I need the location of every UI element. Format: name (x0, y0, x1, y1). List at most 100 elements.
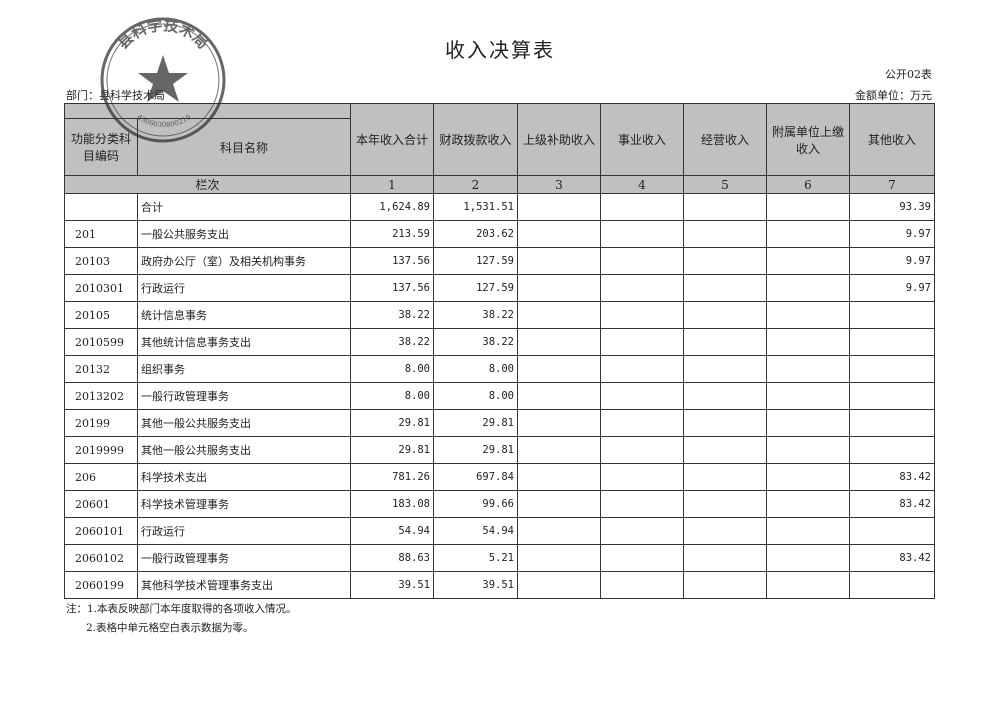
value-cell: 38.22 (433, 301, 518, 329)
code-cell (64, 193, 138, 221)
value-cell (849, 355, 935, 383)
table-row: 2013202 一般行政管理事务 8.00 8.00 (64, 382, 935, 410)
seal-text: 县科学技术局 (114, 16, 212, 53)
value-cell (517, 517, 601, 545)
value-cell: 8.00 (350, 382, 434, 410)
value-cell (766, 328, 850, 356)
col-number: 7 (849, 175, 935, 194)
value-cell (766, 193, 850, 221)
value-cell: 137.56 (350, 247, 434, 275)
value-cell (517, 544, 601, 572)
value-cell (766, 301, 850, 329)
name-cell: 一般行政管理事务 (137, 544, 351, 572)
value-cell (766, 463, 850, 491)
value-cell (517, 436, 601, 464)
note-1: 注：1.本表反映部门本年度取得的各项收入情况。 (66, 603, 297, 615)
seal-number: 4306030800219 (136, 113, 193, 129)
value-cell: 39.51 (350, 571, 434, 599)
value-cell (683, 436, 767, 464)
name-cell: 统计信息事务 (137, 301, 351, 329)
value-cell (683, 301, 767, 329)
value-cell: 203.62 (433, 220, 518, 248)
value-cell: 38.22 (350, 328, 434, 356)
row-label-header: 栏次 (64, 175, 351, 194)
col-number: 4 (600, 175, 684, 194)
value-cell (766, 220, 850, 248)
value-cell (766, 517, 850, 545)
value-cell (517, 355, 601, 383)
page-title: 收入决算表 (445, 38, 555, 62)
value-cell (766, 247, 850, 275)
col-header: 附属单位上缴收入 (766, 103, 850, 176)
col-header: 上级补助收入 (517, 103, 601, 176)
value-cell: 38.22 (350, 301, 434, 329)
table-row: 20103 政府办公厅（室）及相关机构事务 137.56 127.59 9.97 (64, 247, 935, 275)
value-cell: 213.59 (350, 220, 434, 248)
col-header: 本年收入合计 (350, 103, 434, 176)
value-cell: 697.84 (433, 463, 518, 491)
table-row: 2060101 行政运行 54.94 54.94 (64, 517, 935, 545)
value-cell: 781.26 (350, 463, 434, 491)
value-cell: 83.42 (849, 490, 935, 518)
value-cell (683, 193, 767, 221)
value-cell (766, 571, 850, 599)
value-cell (849, 436, 935, 464)
value-cell (766, 409, 850, 437)
name-cell: 一般公共服务支出 (137, 220, 351, 248)
value-cell: 9.97 (849, 274, 935, 302)
code-cell: 206 (64, 463, 138, 491)
table-row: 合计 1,624.89 1,531.51 93.39 (64, 193, 935, 221)
table-row: 20199 其他一般公共服务支出 29.81 29.81 (64, 409, 935, 437)
table-row: 2010599 其他统计信息事务支出 38.22 38.22 (64, 328, 935, 356)
value-cell: 29.81 (350, 409, 434, 437)
code-cell: 20601 (64, 490, 138, 518)
table-row: 2010301 行政运行 137.56 127.59 9.97 (64, 274, 935, 302)
value-cell: 8.00 (350, 355, 434, 383)
value-cell (600, 193, 684, 221)
table-row: 2060199 其他科学技术管理事务支出 39.51 39.51 (64, 571, 935, 599)
name-cell: 其他一般公共服务支出 (137, 409, 351, 437)
value-cell: 29.81 (350, 436, 434, 464)
value-cell (849, 571, 935, 599)
value-cell (600, 571, 684, 599)
income-table: 本年收入合计 财政拨款收入 上级补助收入 事业收入 经营收入 附属单位上缴收入 其他收入 功能… (64, 103, 935, 599)
value-cell (683, 517, 767, 545)
table-row: 206 科学技术支出 781.26 697.84 83.42 (64, 463, 935, 491)
value-cell: 8.00 (433, 355, 518, 383)
name-cell: 政府办公厅（室）及相关机构事务 (137, 247, 351, 275)
table-row: 20105 统计信息事务 38.22 38.22 (64, 301, 935, 329)
value-cell (683, 274, 767, 302)
code-cell: 20105 (64, 301, 138, 329)
value-cell (600, 517, 684, 545)
value-cell: 54.94 (433, 517, 518, 545)
code-cell: 20132 (64, 355, 138, 383)
value-cell: 5.21 (433, 544, 518, 572)
value-cell (517, 193, 601, 221)
value-cell (766, 382, 850, 410)
code-cell: 2060199 (64, 571, 138, 599)
value-cell (766, 436, 850, 464)
name-cell: 其他科学技术管理事务支出 (137, 571, 351, 599)
col-number: 3 (517, 175, 601, 194)
value-cell: 83.42 (849, 463, 935, 491)
value-cell (517, 490, 601, 518)
value-cell: 9.97 (849, 220, 935, 248)
value-cell (766, 355, 850, 383)
value-cell: 1,624.89 (350, 193, 434, 221)
code-cell: 2060102 (64, 544, 138, 572)
value-cell: 38.22 (433, 328, 518, 356)
value-cell (600, 436, 684, 464)
value-cell (766, 544, 850, 572)
value-cell (517, 463, 601, 491)
value-cell (683, 247, 767, 275)
value-cell (683, 490, 767, 518)
value-cell: 99.66 (433, 490, 518, 518)
col-number: 1 (350, 175, 434, 194)
value-cell (849, 409, 935, 437)
value-cell: 1,531.51 (433, 193, 518, 221)
value-cell (683, 544, 767, 572)
name-cell: 行政运行 (137, 517, 351, 545)
value-cell (517, 301, 601, 329)
value-cell: 54.94 (350, 517, 434, 545)
